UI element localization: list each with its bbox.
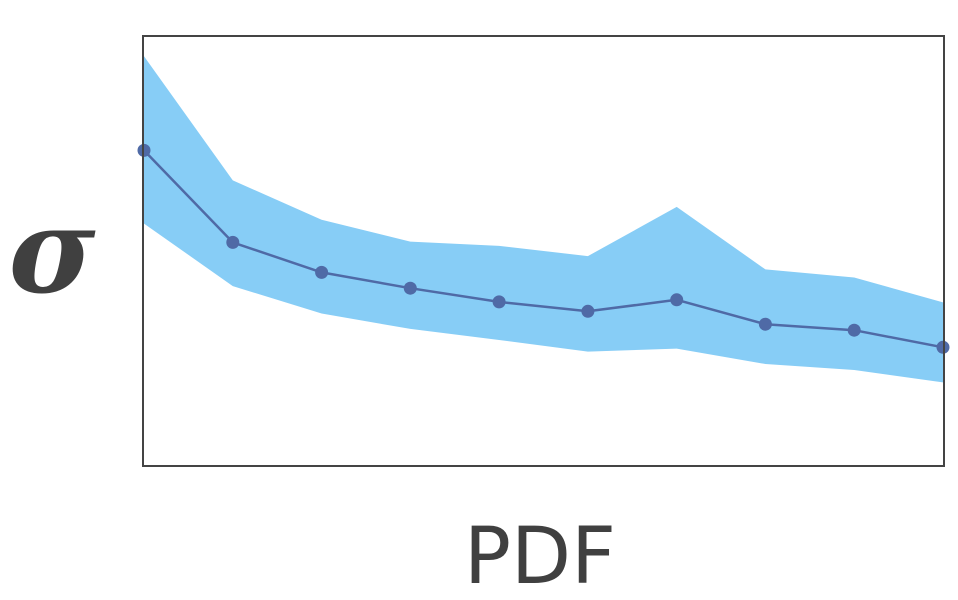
data-point [670,293,684,307]
y-axis-label: σ [8,181,95,320]
series-line [143,149,944,349]
data-point [315,265,329,279]
data-point [403,281,417,295]
plot-frame [142,35,945,467]
data-point [226,235,240,249]
data-point [581,304,595,318]
data-point [847,323,861,337]
x-axis-label: PDF [464,512,616,600]
data-point [492,295,506,309]
uncertainty-band [144,56,943,383]
data-point [758,317,772,331]
